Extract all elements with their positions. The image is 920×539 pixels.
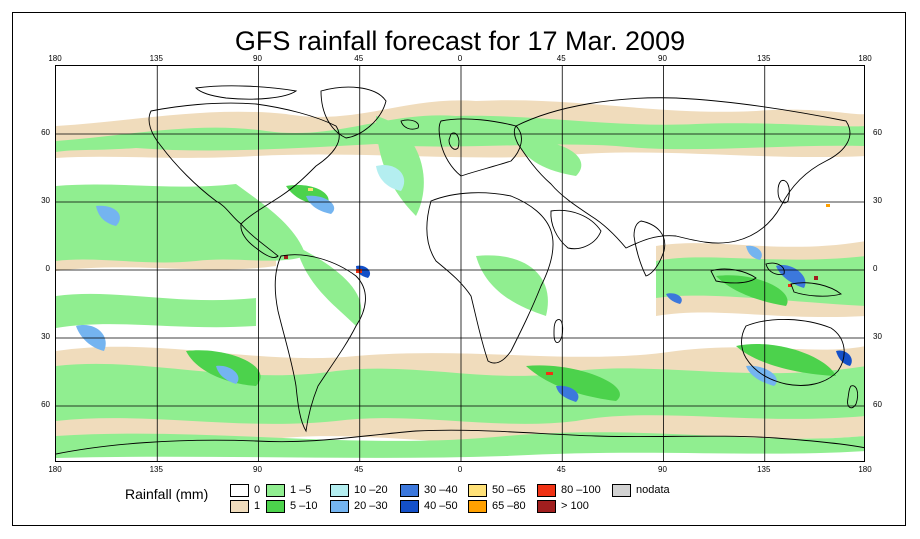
- figure-frame: [12, 12, 906, 526]
- legend-label: 5 –10: [290, 500, 318, 512]
- legend-swatch: [330, 500, 349, 513]
- bottom-longitude-tick: 45: [354, 465, 364, 474]
- right-latitude-tick: 0: [873, 264, 878, 273]
- bottom-longitude-tick: 45: [556, 465, 566, 474]
- bottom-longitude-tick: 0: [457, 465, 463, 474]
- left-latitude-tick: 0: [45, 264, 50, 273]
- top-longitude-tick: 90: [253, 54, 262, 63]
- rainfall-map: [55, 65, 865, 462]
- right-latitude-tick: 30: [873, 332, 882, 341]
- graticule: [56, 66, 864, 461]
- top-longitude-tick: 135: [757, 54, 771, 63]
- bottom-longitude-tick: 135: [149, 465, 163, 474]
- bottom-longitude-tick: 135: [757, 465, 771, 474]
- top-longitude-tick: 180: [858, 54, 872, 63]
- left-latitude-tick: 30: [41, 332, 50, 341]
- top-longitude-tick: 45: [556, 54, 566, 63]
- legend-swatch: [468, 484, 487, 497]
- legend-swatch: [400, 500, 419, 513]
- legend-label: 30 –40: [424, 484, 458, 496]
- left-latitude-tick: 60: [41, 400, 50, 409]
- bottom-longitude-tick: 90: [658, 465, 667, 474]
- bottom-longitude-tick: 180: [858, 465, 872, 474]
- legend-swatch: [537, 500, 556, 513]
- legend-swatch: [612, 484, 631, 497]
- legend-swatch: [468, 500, 487, 513]
- left-latitude-tick: 30: [41, 196, 50, 205]
- top-longitude-tick: 135: [149, 54, 163, 63]
- legend-label: 50 –65: [492, 484, 526, 496]
- map-title: GFS rainfall forecast for 17 Mar. 2009: [234, 26, 686, 56]
- rainfall-fields: [56, 100, 864, 458]
- right-latitude-tick: 60: [873, 400, 882, 409]
- legend-title: Rainfall (mm): [125, 486, 209, 502]
- legend-swatch: [537, 484, 556, 497]
- legend-swatch: [330, 484, 349, 497]
- legend-swatch: [266, 484, 285, 497]
- top-longitude-tick: 180: [48, 54, 62, 63]
- legend-label: 80 –100: [561, 484, 601, 496]
- right-latitude-tick: 60: [873, 128, 882, 137]
- bottom-longitude-tick: 180: [48, 465, 62, 474]
- legend-label: > 100: [561, 500, 589, 512]
- legend-swatch: [230, 484, 249, 497]
- legend-label: 40 –50: [424, 500, 458, 512]
- left-latitude-tick: 60: [41, 128, 50, 137]
- legend-swatch: [400, 484, 419, 497]
- legend-label: 1 –5: [290, 484, 312, 496]
- top-longitude-tick: 45: [354, 54, 364, 63]
- legend-swatch: [266, 500, 285, 513]
- legend-label: nodata: [636, 484, 670, 496]
- legend-label: 1: [254, 500, 261, 512]
- top-longitude-tick: 90: [658, 54, 667, 63]
- legend-label: 10 –20: [354, 484, 388, 496]
- legend-label: 65 –80: [492, 500, 526, 512]
- bottom-longitude-tick: 90: [253, 465, 262, 474]
- legend-swatch: [230, 500, 249, 513]
- right-latitude-tick: 30: [873, 196, 882, 205]
- rainfall-map-svg: [56, 66, 864, 461]
- legend-label: 0: [254, 484, 261, 496]
- top-longitude-tick: 0: [457, 54, 463, 63]
- legend-label: 20 –30: [354, 500, 388, 512]
